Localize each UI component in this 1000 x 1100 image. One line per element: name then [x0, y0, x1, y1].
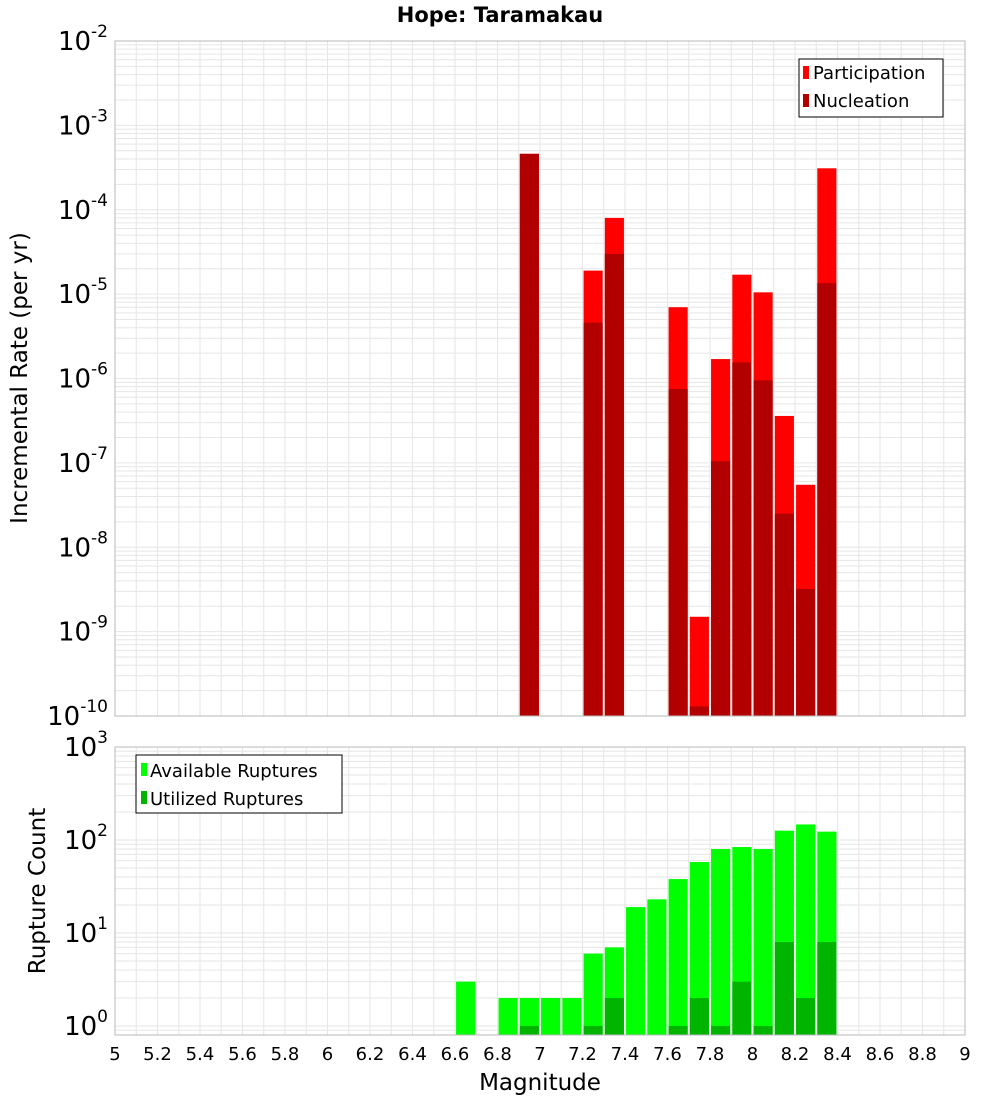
nucleation-bar	[753, 380, 773, 716]
available-ruptures-bar	[711, 849, 731, 1035]
top-y-tick-label: 10-9	[58, 613, 108, 648]
bottom-y-tick-label: 102	[64, 821, 108, 856]
x-tick-label: 5.4	[186, 1044, 215, 1065]
bottom-y-axis-label: Rupture Count	[25, 808, 51, 974]
top-grid	[114, 40, 966, 717]
available-ruptures-bar	[562, 997, 582, 1035]
utilized-ruptures-bar	[689, 997, 709, 1035]
top-legend-box	[798, 58, 944, 118]
utilized-ruptures-bar	[796, 997, 816, 1035]
available-ruptures-bar	[541, 997, 561, 1035]
top-legend: Participation Nucleation	[798, 58, 944, 118]
x-tick-label: 6.4	[398, 1044, 427, 1065]
bottom-y-tick-label: 103	[64, 728, 108, 763]
available-ruptures-bar	[583, 953, 603, 1035]
nucleation-bar	[668, 389, 688, 716]
available-ruptures-bar	[647, 899, 667, 1035]
participation-bar	[689, 616, 709, 716]
nucleation-bar	[732, 362, 752, 716]
bottom-legend-box	[135, 754, 343, 814]
x-tick-label: 8.2	[781, 1044, 810, 1065]
x-tick-label: 8.6	[866, 1044, 895, 1065]
chart-title: Hope: Taramakau	[397, 3, 603, 27]
x-tick-label: 6.2	[356, 1044, 385, 1065]
x-tick-label: 6.8	[483, 1044, 512, 1065]
x-ticks: 5 5.2 5.4 5.6 5.8 6 6.2 6.4 6.6 6.8 7 7.2 7.4 7.6 7.8 8…	[109, 1044, 970, 1065]
top-y-tick-label: 10-8	[58, 528, 108, 563]
nucleation-bar	[796, 589, 816, 716]
x-axis-label: Magnitude	[479, 1070, 601, 1096]
x-tick-label: 5.2	[143, 1044, 172, 1065]
legend-label-available-ruptures: Available Ruptures	[150, 761, 318, 782]
nucleation-bar	[583, 322, 603, 716]
x-tick-label: 7.4	[611, 1044, 640, 1065]
utilized-ruptures-bar	[519, 1025, 539, 1035]
top-y-tick-label: 10-6	[58, 360, 108, 395]
available-ruptures-bar	[689, 861, 709, 1035]
legend-label-nucleation: Nucleation	[813, 91, 909, 112]
x-tick-label: 6.6	[441, 1044, 470, 1065]
available-ruptures-bar	[668, 879, 688, 1035]
utilized-ruptures-bar	[711, 1025, 731, 1035]
nucleation-bar	[774, 513, 794, 716]
utilized-ruptures-bar	[732, 981, 752, 1035]
x-tick-label: 5.8	[271, 1044, 300, 1065]
x-tick-label: 7.6	[653, 1044, 682, 1065]
nucleation-bar	[604, 253, 624, 716]
available-ruptures-bar	[626, 907, 646, 1035]
nucleation-bar	[817, 283, 837, 716]
bottom-plot-frame	[114, 746, 966, 1036]
nucleation-bar	[519, 153, 539, 716]
top-y-tick-label: 10-7	[58, 444, 108, 479]
legend-swatch-utilized-ruptures	[141, 791, 147, 804]
nucleation-bar	[711, 461, 731, 716]
x-tick-label: 7	[534, 1044, 545, 1065]
x-tick-label: 8.8	[908, 1044, 937, 1065]
top-y-tick-label: 10-5	[58, 275, 108, 310]
top-y-tick-label: 10-2	[58, 22, 108, 57]
x-tick-label: 5	[109, 1044, 120, 1065]
x-tick-label: 9	[959, 1044, 970, 1065]
available-ruptures-bar	[753, 849, 773, 1035]
x-tick-label: 6	[322, 1044, 333, 1065]
utilized-ruptures-bar	[668, 1025, 688, 1035]
available-ruptures-bar	[519, 997, 539, 1035]
nucleation-bar	[689, 706, 709, 716]
available-ruptures-bar	[796, 824, 816, 1035]
utilized-ruptures-bar	[753, 1025, 773, 1035]
top-bars	[519, 153, 837, 716]
x-tick-label: 8.4	[823, 1044, 852, 1065]
bottom-bars	[456, 824, 837, 1035]
utilized-ruptures-bar	[604, 997, 624, 1035]
available-ruptures-bar	[498, 997, 518, 1035]
utilized-ruptures-bar	[583, 1025, 603, 1035]
available-ruptures-bar	[456, 981, 476, 1035]
bottom-y-ticks: 100 101 102 103	[64, 728, 108, 1042]
bottom-plot: 100 101 102 103 5 5.2 5.4 5.6 5.8 6 6.2 6.4 6.6 6.8 7…	[25, 728, 971, 1096]
x-tick-label: 7.8	[696, 1044, 725, 1065]
legend-swatch-participation	[803, 66, 809, 79]
top-y-tick-label: 10-4	[58, 191, 108, 226]
x-tick-label: 7.2	[568, 1044, 597, 1065]
top-y-tick-label: 10-3	[58, 106, 108, 141]
top-plot: 10-10 10-9 10-8 10-7 10-6 10-5 10-4 10-3 10-2 In…	[7, 22, 966, 732]
top-y-axis-label: Incremental Rate (per yr)	[7, 232, 33, 524]
legend-label-utilized-ruptures: Utilized Ruptures	[150, 789, 303, 810]
bottom-y-tick-label: 100	[64, 1007, 108, 1042]
bottom-legend: Available Ruptures Utilized Ruptures	[135, 754, 343, 814]
utilized-ruptures-bar	[774, 942, 794, 1035]
utilized-ruptures-bar	[817, 942, 837, 1035]
legend-swatch-nucleation	[803, 94, 809, 107]
top-y-tick-label: 10-10	[47, 697, 108, 732]
bottom-y-tick-label: 101	[64, 914, 108, 949]
top-y-ticks: 10-10 10-9 10-8 10-7 10-6 10-5 10-4 10-3 10-2	[47, 22, 108, 732]
x-tick-label: 5.6	[228, 1044, 257, 1065]
legend-label-participation: Participation	[813, 63, 925, 84]
top-plot-frame	[114, 40, 966, 717]
x-tick-label: 8	[747, 1044, 758, 1065]
legend-swatch-available-ruptures	[141, 763, 147, 776]
